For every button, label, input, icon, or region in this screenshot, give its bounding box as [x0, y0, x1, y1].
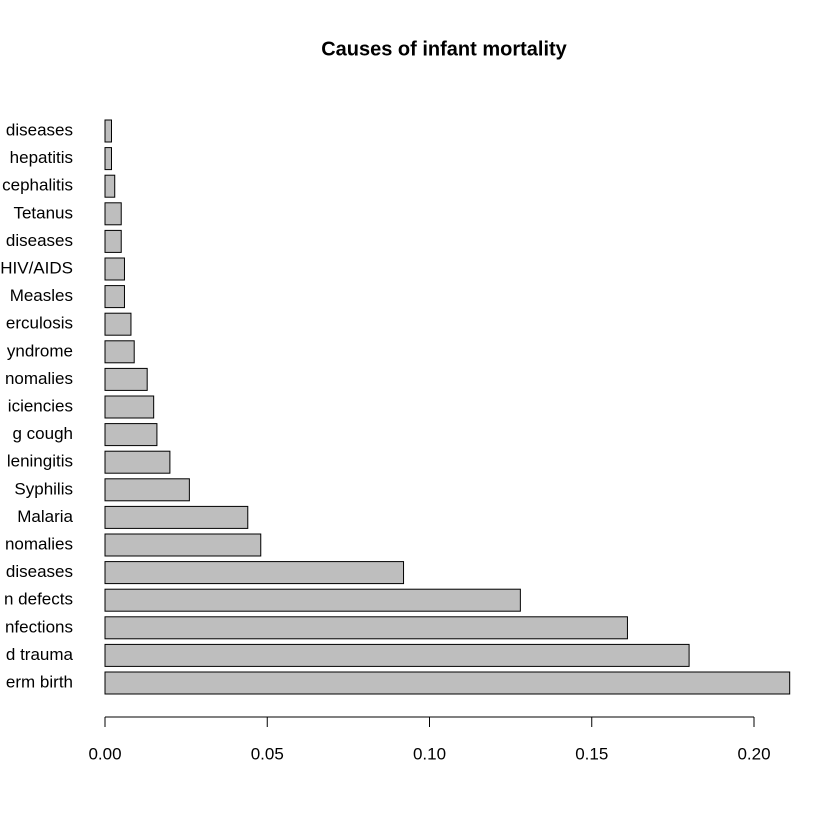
y-tick-label: g cough — [13, 424, 74, 443]
bar — [104, 533, 262, 557]
bar — [104, 202, 122, 226]
y-tick-label: nfections — [5, 617, 73, 636]
y-tick-label: hepatitis — [10, 148, 73, 167]
chart-title: Causes of infant mortality — [321, 38, 567, 60]
y-tick-label: yndrome — [7, 341, 73, 360]
y-tick-label: diseases — [6, 231, 73, 250]
bar — [104, 367, 148, 391]
y-tick-label: n defects — [4, 590, 73, 609]
bar — [104, 147, 112, 171]
y-tick-label: nomalies — [5, 369, 73, 388]
bar — [104, 229, 122, 253]
y-tick-label: Tetanus — [13, 203, 73, 222]
bar — [104, 119, 112, 143]
y-tick-label: erculosis — [6, 314, 73, 333]
bar — [104, 312, 132, 336]
y-tick-label: cephalitis — [2, 176, 73, 195]
y-tick-label: Measles — [10, 286, 73, 305]
bar — [104, 671, 791, 695]
bar — [104, 257, 125, 281]
y-tick-label: d trauma — [6, 645, 74, 664]
bar — [104, 174, 116, 198]
y-tick-label: diseases — [6, 120, 73, 139]
y-tick-label: leningitis — [7, 452, 73, 471]
bar — [104, 340, 135, 364]
y-tick-label: iciencies — [8, 396, 73, 415]
bar — [104, 643, 690, 667]
bar — [104, 478, 190, 502]
y-tick-label: erm birth — [6, 672, 73, 691]
x-tick-label: 0.15 — [575, 744, 608, 763]
x-tick-label: 0.10 — [413, 744, 446, 763]
bar — [104, 285, 125, 309]
y-tick-label: HIV/AIDS — [0, 258, 73, 277]
bar — [104, 395, 155, 419]
bar — [104, 616, 628, 640]
x-tick-label: 0.20 — [737, 744, 770, 763]
bar — [104, 423, 158, 447]
x-tick-label: 0.05 — [251, 744, 284, 763]
y-tick-label: diseases — [6, 562, 73, 581]
bar — [104, 505, 249, 529]
bar — [104, 561, 405, 585]
bar — [104, 588, 521, 612]
y-tick-label: Malaria — [17, 507, 73, 526]
bar — [104, 450, 171, 474]
y-tick-label: Syphilis — [14, 479, 73, 498]
x-tick-label: 0.00 — [88, 744, 121, 763]
y-tick-label: nomalies — [5, 534, 73, 553]
